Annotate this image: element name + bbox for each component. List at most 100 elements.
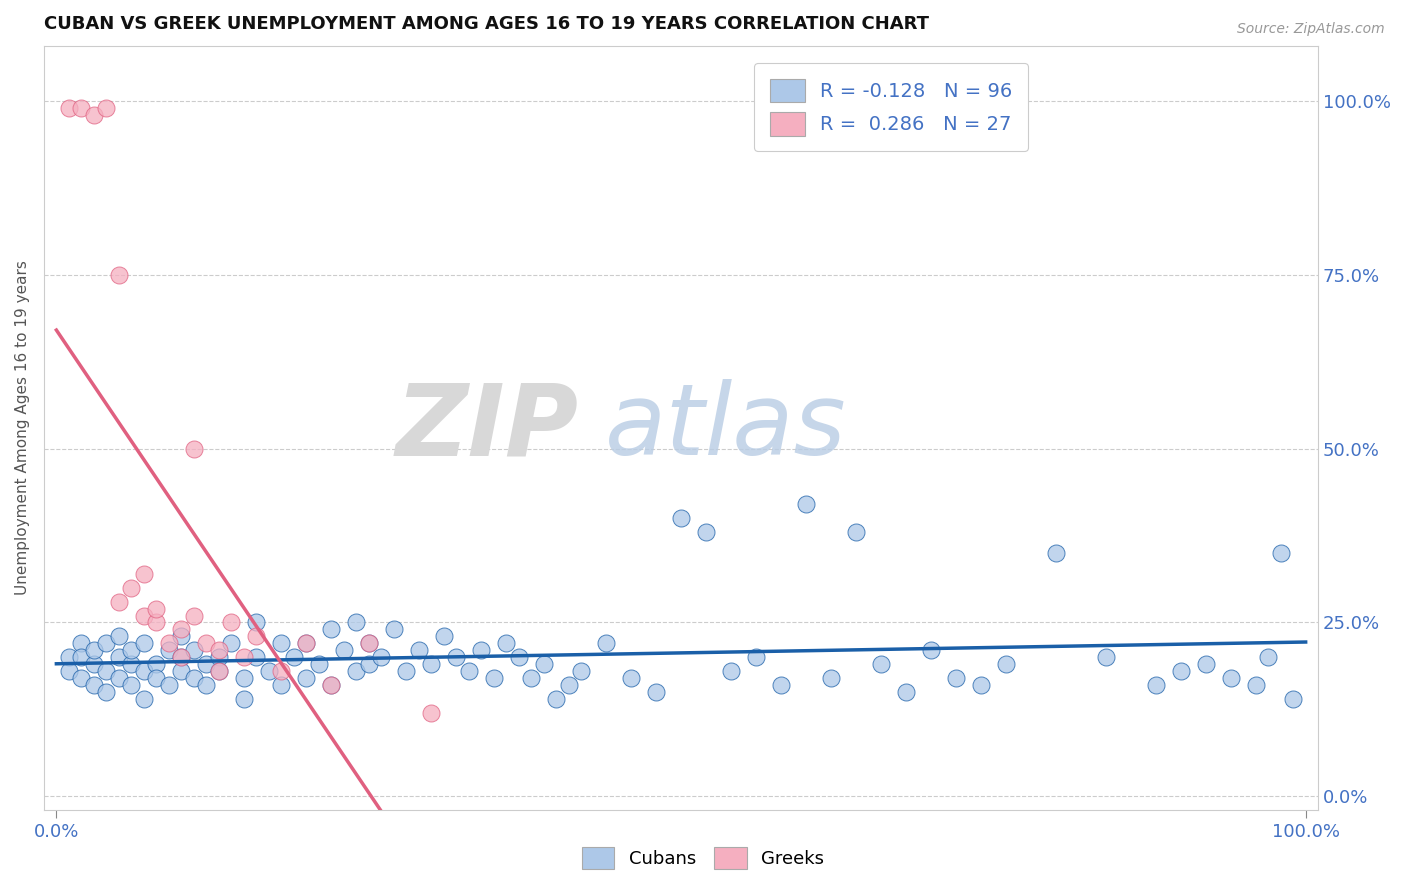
Point: [245, 629, 267, 643]
Point: [195, 657, 218, 672]
Point: [395, 664, 418, 678]
Point: [546, 692, 568, 706]
Point: [1270, 546, 1292, 560]
Point: [1094, 650, 1116, 665]
Point: [120, 643, 142, 657]
Point: [208, 664, 231, 678]
Text: atlas: atlas: [605, 379, 846, 476]
Point: [70, 650, 93, 665]
Point: [569, 664, 592, 678]
Point: [557, 678, 579, 692]
Point: [157, 636, 180, 650]
Point: [108, 268, 131, 282]
Point: [769, 678, 792, 692]
Point: [595, 636, 617, 650]
Point: [470, 643, 492, 657]
Point: [370, 650, 392, 665]
Point: [170, 664, 193, 678]
Point: [695, 525, 717, 540]
Point: [444, 650, 467, 665]
Point: [232, 671, 254, 685]
Point: [508, 650, 530, 665]
Point: [108, 671, 131, 685]
Point: [344, 664, 367, 678]
Point: [994, 657, 1017, 672]
Point: [245, 650, 267, 665]
Point: [295, 636, 318, 650]
Point: [1282, 692, 1305, 706]
Point: [70, 671, 93, 685]
Point: [1244, 678, 1267, 692]
Point: [195, 678, 218, 692]
Point: [495, 636, 517, 650]
Point: [96, 664, 118, 678]
Point: [108, 594, 131, 608]
Point: [70, 636, 93, 650]
Point: [745, 650, 768, 665]
Point: [533, 657, 555, 672]
Point: [357, 636, 380, 650]
Point: [270, 664, 292, 678]
Point: [620, 671, 643, 685]
Point: [157, 643, 180, 657]
Point: [70, 101, 93, 115]
Point: [83, 643, 105, 657]
Point: [482, 671, 505, 685]
Point: [1195, 657, 1218, 672]
Point: [669, 511, 692, 525]
Point: [295, 671, 318, 685]
Point: [120, 657, 142, 672]
Point: [845, 525, 868, 540]
Point: [321, 623, 343, 637]
Point: [970, 678, 993, 692]
Point: [357, 636, 380, 650]
Point: [83, 108, 105, 122]
Point: [157, 678, 180, 692]
Point: [945, 671, 967, 685]
Point: [433, 629, 456, 643]
Point: [870, 657, 893, 672]
Point: [208, 650, 231, 665]
Point: [96, 101, 118, 115]
Point: [132, 608, 155, 623]
Point: [382, 623, 405, 637]
Point: [183, 442, 205, 456]
Point: [219, 636, 242, 650]
Point: [357, 657, 380, 672]
Point: [83, 678, 105, 692]
Legend: R = -0.128   N = 96, R =  0.286   N = 27: R = -0.128 N = 96, R = 0.286 N = 27: [754, 63, 1028, 152]
Point: [420, 706, 443, 720]
Point: [232, 692, 254, 706]
Point: [145, 657, 167, 672]
Point: [170, 623, 193, 637]
Point: [295, 636, 318, 650]
Point: [283, 650, 305, 665]
Point: [96, 636, 118, 650]
Point: [1045, 546, 1067, 560]
Point: [270, 678, 292, 692]
Point: [183, 671, 205, 685]
Point: [58, 650, 80, 665]
Text: CUBAN VS GREEK UNEMPLOYMENT AMONG AGES 16 TO 19 YEARS CORRELATION CHART: CUBAN VS GREEK UNEMPLOYMENT AMONG AGES 1…: [44, 15, 929, 33]
Point: [120, 581, 142, 595]
Point: [920, 643, 942, 657]
Point: [245, 615, 267, 630]
Point: [645, 685, 668, 699]
Point: [270, 636, 292, 650]
Point: [219, 615, 242, 630]
Point: [1257, 650, 1279, 665]
Point: [820, 671, 842, 685]
Point: [457, 664, 479, 678]
Point: [170, 629, 193, 643]
Point: [195, 636, 218, 650]
Point: [145, 671, 167, 685]
Point: [332, 643, 354, 657]
Point: [321, 678, 343, 692]
Point: [257, 664, 280, 678]
Point: [145, 601, 167, 615]
Point: [420, 657, 443, 672]
Point: [132, 664, 155, 678]
Point: [344, 615, 367, 630]
Point: [108, 650, 131, 665]
Point: [1170, 664, 1192, 678]
